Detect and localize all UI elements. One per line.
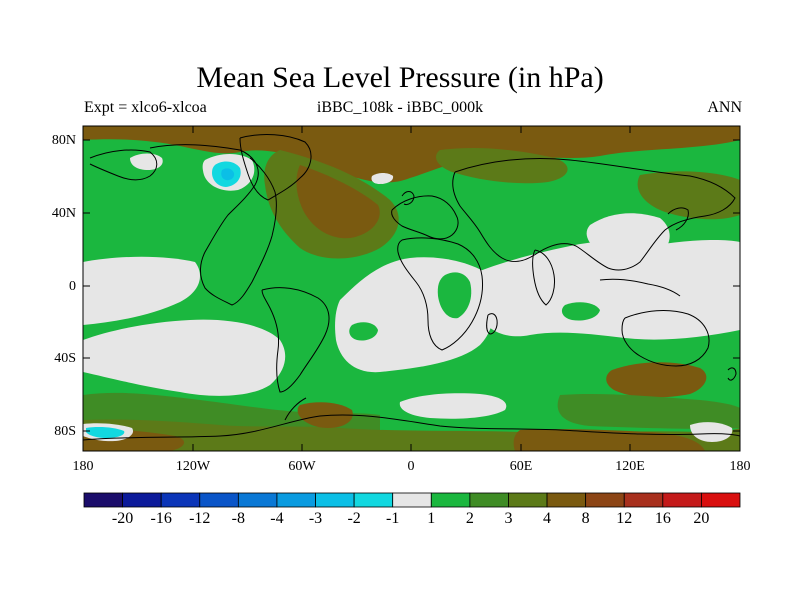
map-field: [83, 126, 740, 451]
coastlines: [83, 134, 740, 441]
lat-tick-40n: 40N: [51, 206, 76, 221]
colorbar-label: 20: [693, 510, 710, 527]
south-pacific-neutral: [83, 319, 286, 396]
colorbar-swatch: [160, 492, 201, 508]
colorbar-swatch: [508, 492, 548, 508]
map-title: Mean Sea Level Pressure (in hPa): [196, 61, 604, 94]
lon-tick-120e: 120E: [615, 459, 645, 474]
colorbar-swatch: [662, 492, 702, 508]
lon-tick-0: 0: [407, 459, 415, 474]
lon-tick-60w: 60W: [288, 459, 316, 474]
coast-antarctic-peninsula: [284, 397, 307, 421]
coast-india: [532, 249, 555, 306]
indian-ocean-neutral: [469, 240, 740, 340]
south-indian-darkgreen: [557, 393, 740, 429]
colorbar-label: 4: [543, 510, 552, 527]
coast-indonesia: [599, 278, 681, 297]
colorbar-swatch: [237, 492, 278, 508]
colorbar-swatch: [469, 492, 509, 508]
lat-tick-80n: 80N: [51, 133, 76, 148]
lon-tick-180e: 180: [729, 459, 751, 474]
colorbar-label: -16: [150, 510, 172, 527]
south-atlantic-green: [437, 272, 472, 319]
asia-neutral-patch: [371, 173, 394, 184]
colorbar-label: -2: [347, 510, 361, 527]
lat-tick-80s: 80S: [54, 424, 76, 439]
southern-ocean-neutral: [399, 393, 507, 419]
colorbar-swatch: [430, 492, 471, 508]
map-ticks: [83, 126, 740, 451]
coast-europe: [391, 195, 459, 240]
lat-tick-0: 0: [69, 279, 76, 294]
colorbar-label: -3: [308, 510, 323, 527]
antarctic-neutral-east: [690, 422, 733, 442]
colorbar-label: -1: [386, 510, 400, 527]
north-atlantic-core: [296, 165, 380, 239]
colorbar-swatch: [199, 492, 239, 508]
colorbar-swatch: [585, 492, 625, 508]
coast-alaska: [89, 149, 158, 181]
colorbar-label: -4: [270, 510, 284, 527]
africa-green-patch: [349, 322, 378, 341]
colorbar-label: -8: [231, 510, 245, 527]
colorbar-swatch: [315, 492, 355, 508]
colorbar-label: -12: [189, 510, 211, 527]
season-label: ANN: [707, 99, 742, 116]
colorbar-swatch: [546, 492, 587, 508]
coast-madagascar: [486, 313, 498, 335]
experiment-label: Expt = xlco6-xlcoa: [84, 99, 207, 116]
coast-japan: [667, 207, 689, 231]
colorbar-label: 12: [616, 510, 633, 527]
coast-australia: [621, 310, 710, 367]
lon-tick-60e: 60E: [509, 459, 533, 474]
lon-tick-120w: 120W: [175, 459, 211, 474]
colorbar-swatch: [276, 492, 316, 508]
coast-antarctica: [83, 414, 740, 441]
colorbar-label: 3: [504, 510, 513, 527]
colorbar-swatch: [83, 492, 123, 508]
coast-africa: [397, 237, 483, 351]
colorbar: [83, 492, 741, 508]
arctic-positive-band: [83, 126, 740, 183]
lon-tick-180w: 180: [72, 459, 94, 474]
colorbar-swatch: [392, 492, 432, 508]
colorbar-swatch: [122, 492, 162, 508]
antarctic-negative: [86, 427, 125, 438]
greenland-negative-core: [221, 168, 235, 181]
colorbar-swatch: [623, 492, 664, 508]
colorbar-label: 2: [465, 510, 474, 527]
coast-greenland: [239, 134, 312, 201]
colorbar-label: 16: [654, 510, 671, 527]
eurasia-positive: [436, 147, 568, 184]
colorbar-swatch: [353, 492, 394, 508]
pacific-neutral-west: [83, 256, 200, 325]
coast-asia: [452, 158, 736, 271]
coast-uk: [401, 191, 415, 205]
lat-tick-40s: 40S: [54, 351, 76, 366]
colorbar-label: -20: [111, 510, 134, 527]
difference-label: iBBC_108k - iBBC_000k: [316, 99, 484, 116]
colorbar-label: 8: [581, 510, 590, 527]
indian-ocean-brown: [606, 362, 707, 398]
coast-north-america: [149, 144, 277, 306]
coast-south-america: [261, 287, 330, 393]
indian-green-patch: [561, 302, 600, 321]
coast-new-zealand: [727, 367, 737, 381]
colorbar-swatch: [701, 492, 741, 508]
colorbar-label: 1: [427, 510, 436, 527]
